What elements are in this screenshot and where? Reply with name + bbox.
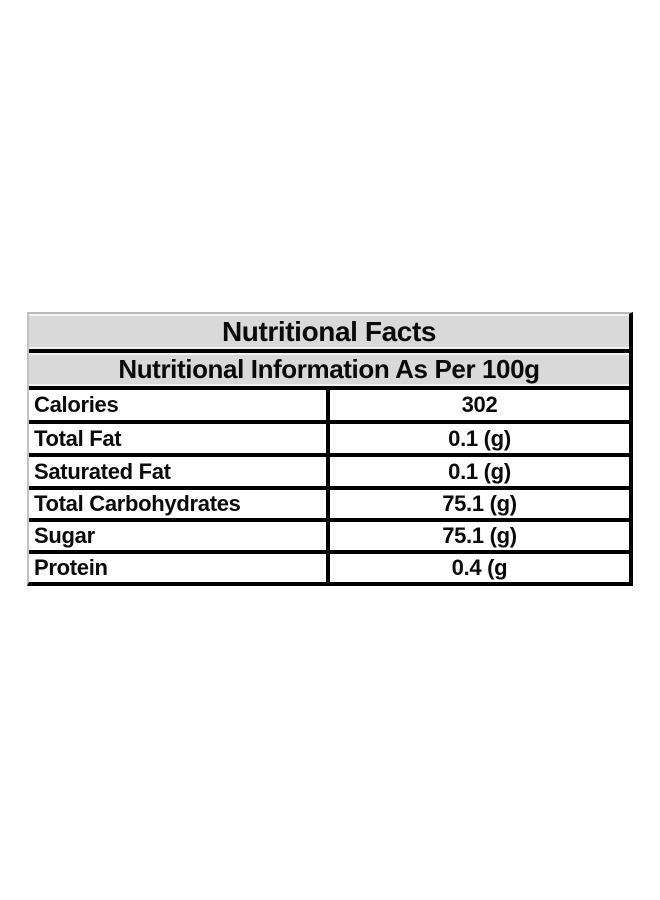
table-subtitle: Nutritional Information As Per 100g <box>118 354 540 384</box>
row-value: 75.1 (g) <box>442 491 517 516</box>
table-title-row: Nutritional Facts <box>29 314 629 353</box>
table-row: Total Fat 0.1 (g) <box>29 424 629 457</box>
row-label: Total Fat <box>29 424 330 453</box>
row-label: Saturated Fat <box>29 457 330 486</box>
row-value: 0.1 (g) <box>448 458 511 484</box>
row-value: 0.4 (g <box>451 555 508 580</box>
row-label: Total Carbohydrates <box>29 490 330 518</box>
table-row: Protein 0.4 (g <box>29 554 629 582</box>
row-label: Calories <box>29 390 330 420</box>
table-title: Nutritional Facts <box>221 315 437 347</box>
row-label: Protein <box>29 554 330 582</box>
table-row: Saturated Fat 0.1 (g) <box>29 457 629 490</box>
row-label: Sugar <box>29 522 330 550</box>
table-row: Sugar 75.1 (g) <box>29 522 629 554</box>
row-value: 75.1 (g) <box>442 523 517 548</box>
row-value: 0.1 (g) <box>448 425 511 451</box>
table-row: Total Carbohydrates 75.1 (g) <box>29 490 629 522</box>
table-row: Calories 302 <box>29 390 629 424</box>
table-subtitle-row: Nutritional Information As Per 100g <box>29 353 629 390</box>
row-value: 302 <box>461 392 498 417</box>
nutrition-facts-table: Nutritional Facts Nutritional Informatio… <box>27 312 633 586</box>
